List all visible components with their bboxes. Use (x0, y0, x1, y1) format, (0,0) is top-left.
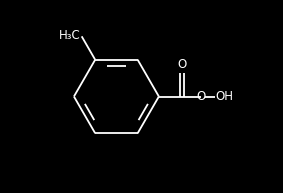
Text: O: O (197, 90, 206, 103)
Text: H₃C: H₃C (59, 29, 81, 42)
Text: O: O (177, 58, 187, 71)
Text: OH: OH (216, 90, 234, 103)
